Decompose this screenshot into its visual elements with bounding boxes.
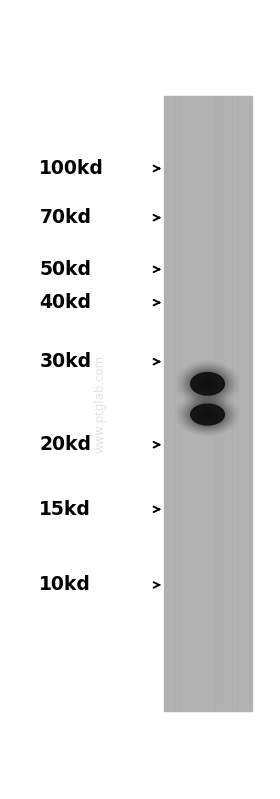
Text: 100kd: 100kd [39, 159, 104, 178]
Ellipse shape [192, 404, 223, 425]
Ellipse shape [190, 403, 225, 427]
Ellipse shape [199, 409, 216, 420]
Ellipse shape [188, 370, 227, 397]
Ellipse shape [200, 379, 215, 389]
Ellipse shape [200, 410, 215, 419]
Ellipse shape [197, 376, 218, 392]
Text: 70kd: 70kd [39, 209, 91, 227]
Bar [164, 96, 252, 711]
Text: 20kd: 20kd [39, 435, 91, 454]
Ellipse shape [204, 381, 211, 386]
Ellipse shape [202, 380, 213, 388]
Ellipse shape [198, 377, 217, 391]
Ellipse shape [192, 372, 223, 396]
Ellipse shape [193, 404, 222, 424]
Ellipse shape [197, 407, 218, 422]
Ellipse shape [188, 402, 227, 427]
Ellipse shape [202, 411, 213, 418]
Ellipse shape [190, 371, 225, 396]
Ellipse shape [191, 403, 225, 426]
Ellipse shape [191, 372, 224, 395]
Text: 40kd: 40kd [39, 293, 91, 312]
Ellipse shape [191, 404, 224, 425]
Text: 50kd: 50kd [39, 260, 91, 279]
Text: 30kd: 30kd [39, 352, 92, 372]
Ellipse shape [203, 411, 212, 418]
Ellipse shape [194, 405, 221, 423]
Ellipse shape [195, 375, 220, 393]
Ellipse shape [191, 372, 225, 396]
Ellipse shape [195, 406, 220, 423]
Ellipse shape [193, 373, 222, 395]
Text: 10kd: 10kd [39, 575, 91, 594]
Ellipse shape [204, 412, 211, 417]
Ellipse shape [201, 410, 214, 419]
Ellipse shape [196, 376, 219, 392]
Ellipse shape [199, 378, 216, 390]
Ellipse shape [194, 374, 221, 394]
Ellipse shape [198, 408, 217, 421]
Ellipse shape [203, 380, 212, 387]
Text: 15kd: 15kd [39, 500, 91, 519]
Ellipse shape [196, 407, 219, 423]
Text: www.ptglab.com: www.ptglab.com [94, 355, 107, 452]
Ellipse shape [201, 380, 214, 388]
